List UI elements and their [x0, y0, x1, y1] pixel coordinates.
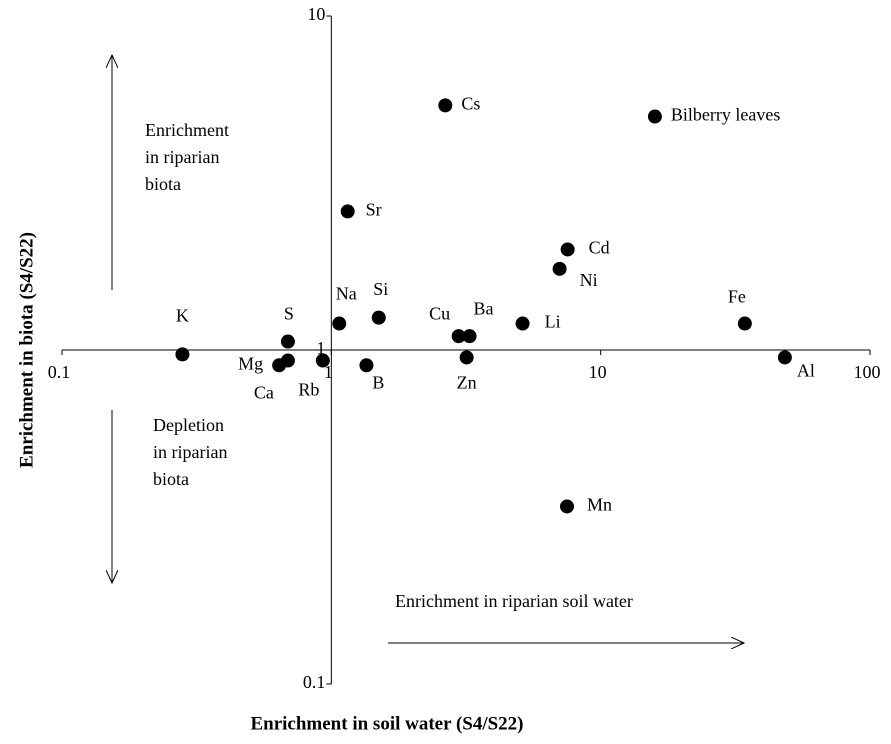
point-label: Cd — [589, 238, 610, 258]
x-tick-label: 0.1 — [48, 362, 71, 382]
point — [371, 310, 386, 325]
point — [462, 329, 477, 344]
point-label: Bilberry leaves — [671, 105, 780, 125]
annotation: in riparian — [153, 442, 227, 462]
point-label: Mg — [238, 353, 263, 373]
point-label: Ba — [474, 298, 494, 318]
point — [560, 242, 575, 257]
point — [515, 316, 530, 331]
point-label: Mn — [587, 495, 612, 515]
point-label: Li — [545, 312, 561, 332]
point-label: Sr — [366, 200, 382, 220]
y-axis-title: Enrichment in biota (S4/S22) — [16, 232, 37, 468]
point — [280, 334, 295, 349]
point — [777, 350, 792, 365]
x-tick-label: 100 — [854, 362, 881, 382]
point-label: Si — [373, 279, 388, 299]
point-label: Zn — [457, 373, 477, 393]
point — [332, 316, 347, 331]
point — [560, 499, 575, 514]
point-label: Ca — [254, 383, 274, 403]
point — [737, 316, 752, 331]
annotation: biota — [145, 174, 181, 194]
point — [647, 109, 662, 124]
x-tick-label: 1 — [324, 362, 333, 382]
point-label: Fe — [728, 287, 746, 307]
point-label: Cs — [461, 94, 480, 114]
point — [175, 347, 190, 362]
x-tick-label: 10 — [589, 362, 607, 382]
y-tick-label: 10 — [307, 4, 325, 24]
point-label: Cu — [429, 303, 450, 323]
point — [315, 353, 330, 368]
annotation: in riparian — [145, 147, 219, 167]
annotation: Depletion — [153, 415, 224, 435]
point-label: Rb — [298, 380, 319, 400]
point-label: B — [372, 372, 384, 392]
point-label: Na — [336, 284, 357, 304]
point-label: Ni — [580, 270, 598, 290]
point — [459, 350, 474, 365]
point-label: Al — [797, 361, 815, 381]
point — [280, 353, 295, 368]
point-label: S — [284, 304, 294, 324]
annotation: Enrichment — [145, 120, 229, 140]
y-tick-label: 1 — [316, 338, 325, 358]
annotation: Enrichment in riparian soil water — [395, 591, 633, 611]
point — [438, 98, 453, 113]
point-label: K — [176, 306, 189, 326]
y-tick-label: 0.1 — [303, 672, 326, 692]
x-axis-title: Enrichment in soil water (S4/S22) — [250, 713, 523, 734]
annotation: biota — [153, 469, 189, 489]
point — [340, 204, 355, 219]
point — [552, 261, 567, 276]
point — [359, 358, 374, 373]
point — [451, 329, 466, 344]
